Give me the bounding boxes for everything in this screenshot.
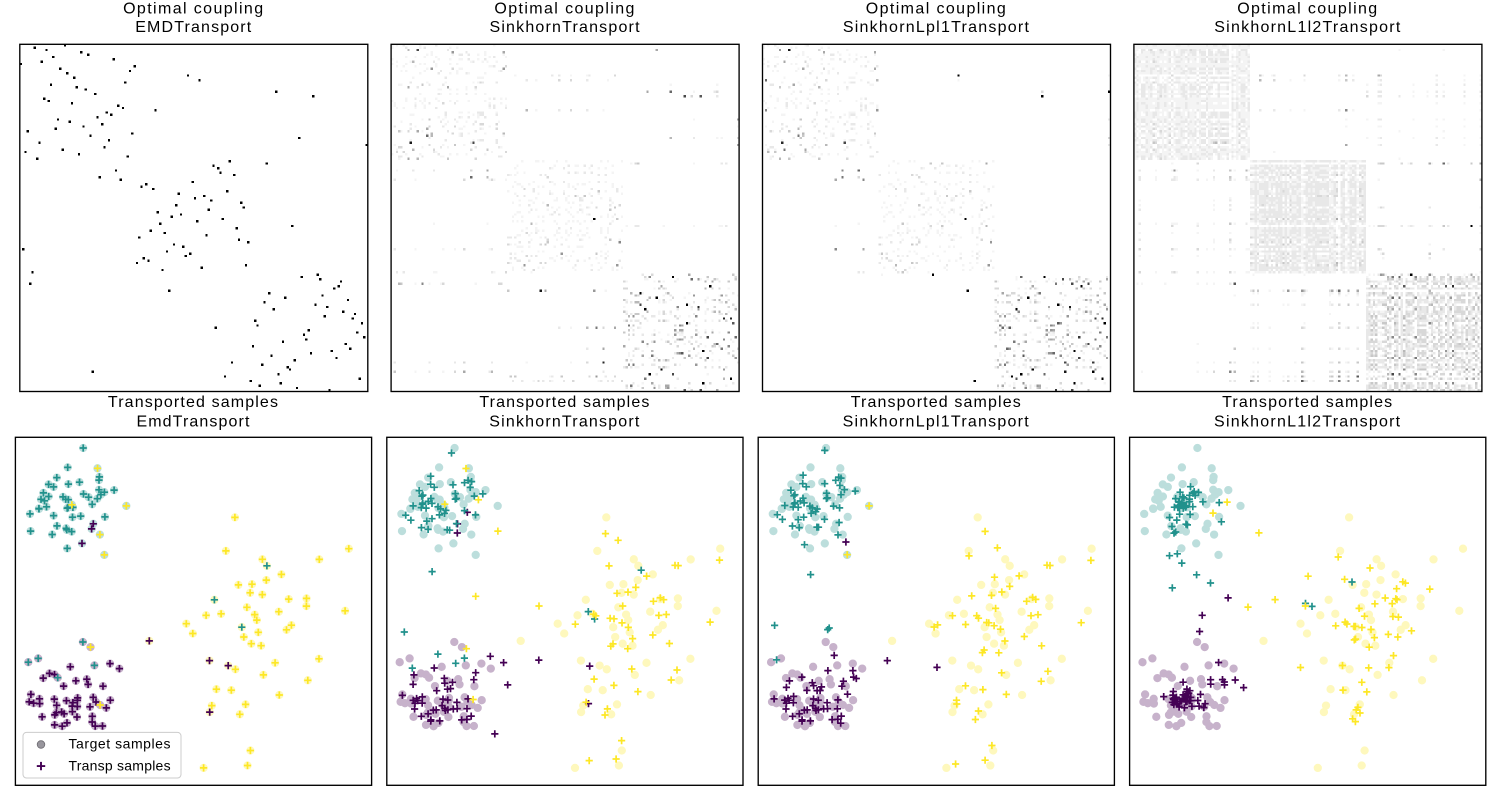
svg-text:Transported samples: Transported samples [851,394,1022,411]
svg-text:Optimal coupling: Optimal coupling [123,1,264,18]
svg-text:Optimal coupling: Optimal coupling [494,1,635,18]
svg-text:SinkhornL1l2Transport: SinkhornL1l2Transport [1214,19,1401,36]
svg-text:SinkhornTransport: SinkhornTransport [489,19,640,36]
svg-text:Transported samples: Transported samples [108,394,279,411]
svg-text:SinkhornLpl1Transport: SinkhornLpl1Transport [843,19,1030,36]
svg-text:Transported samples: Transported samples [479,394,650,411]
svg-text:Optimal coupling: Optimal coupling [866,1,1007,18]
svg-text:EmdTransport: EmdTransport [136,413,250,430]
svg-text:Transported samples: Transported samples [1222,394,1393,411]
svg-text:Optimal coupling: Optimal coupling [1237,1,1378,18]
svg-text:SinkhornTransport: SinkhornTransport [489,413,640,430]
svg-text:Transp samples: Transp samples [69,757,171,773]
svg-text:Target samples: Target samples [69,736,172,752]
svg-text:SinkhornLpl1Transport: SinkhornLpl1Transport [843,413,1030,430]
svg-text:SinkhornL1l2Transport: SinkhornL1l2Transport [1214,413,1401,430]
svg-text:EMDTransport: EMDTransport [135,19,252,36]
